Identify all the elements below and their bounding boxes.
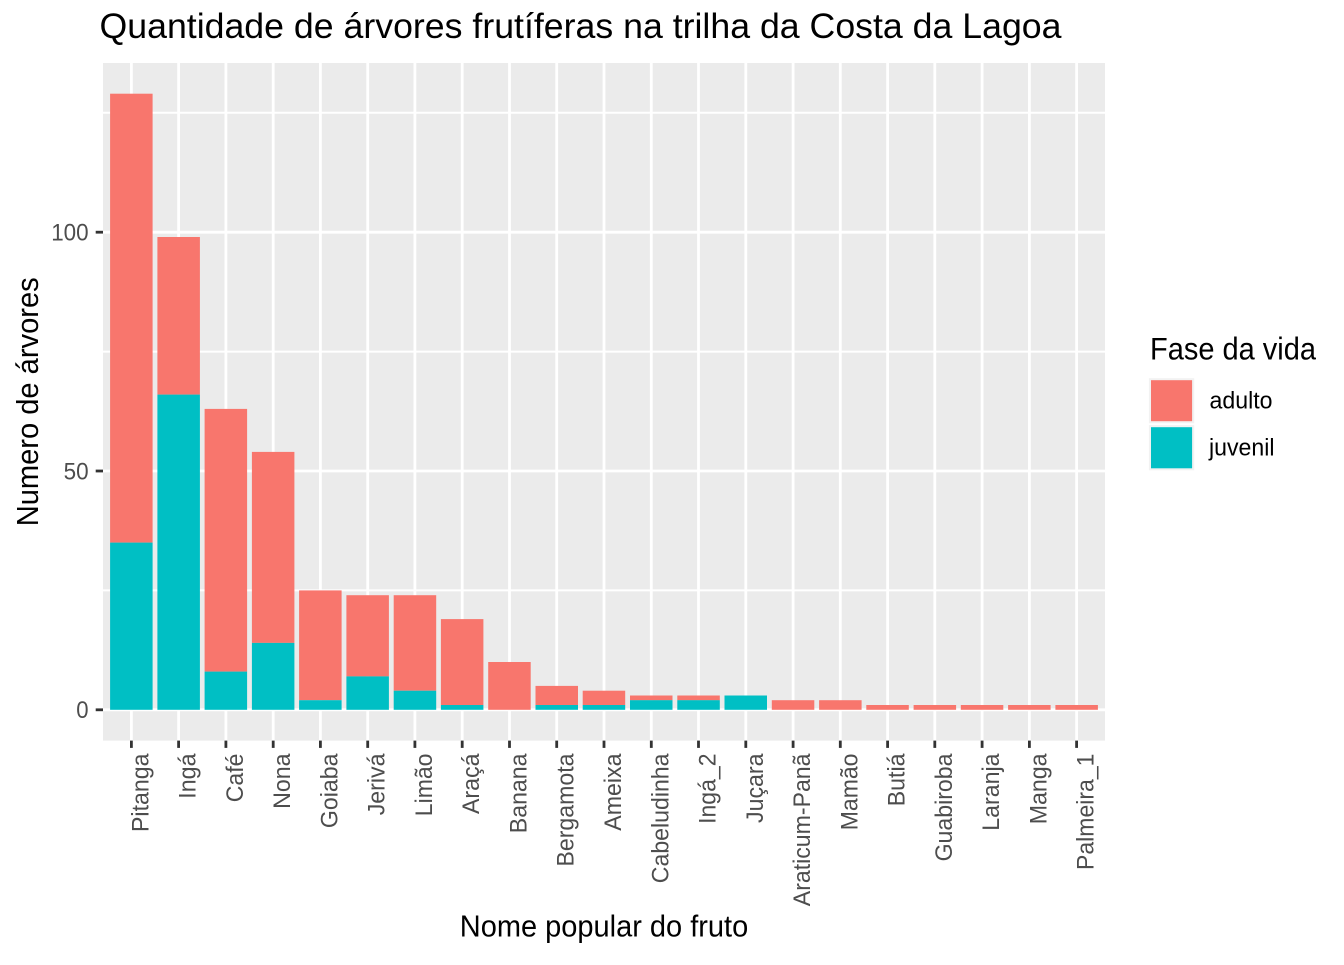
svg-text:Araçá: Araçá: [458, 753, 485, 814]
svg-text:Café: Café: [222, 754, 249, 803]
svg-text:Jerivá: Jerivá: [364, 753, 391, 815]
svg-text:Laranja: Laranja: [978, 753, 1005, 831]
svg-text:Numero de árvores: Numero de árvores: [10, 277, 45, 526]
svg-text:Mamão: Mamão: [836, 754, 863, 831]
svg-text:Bergamota: Bergamota: [553, 753, 580, 866]
svg-text:Butiá: Butiá: [884, 753, 911, 806]
svg-text:Nome popular do fruto: Nome popular do fruto: [460, 909, 749, 944]
svg-text:Ingá_2: Ingá_2: [695, 754, 722, 824]
svg-text:Limão: Limão: [411, 754, 438, 817]
svg-text:Ingá: Ingá: [175, 753, 202, 799]
svg-text:Juçara: Juçara: [742, 753, 769, 823]
svg-text:Manga: Manga: [1025, 753, 1052, 824]
svg-text:Palmeira_1: Palmeira_1: [1073, 754, 1100, 871]
svg-text:Araticum-Panã: Araticum-Panã: [789, 753, 816, 906]
svg-text:50: 50: [64, 458, 89, 485]
svg-text:Guabiroba: Guabiroba: [931, 753, 958, 861]
svg-text:Cabeludinha: Cabeludinha: [647, 753, 674, 883]
svg-text:Goiaba: Goiaba: [316, 753, 343, 828]
svg-text:Pitanga: Pitanga: [127, 753, 154, 832]
svg-text:juvenil: juvenil: [1208, 435, 1274, 462]
svg-text:Quantidade de árvores frutífer: Quantidade de árvores frutíferas na tril…: [100, 6, 1062, 46]
svg-text:Banana: Banana: [506, 753, 533, 833]
svg-text:0: 0: [76, 697, 88, 724]
svg-text:Ameixa: Ameixa: [600, 753, 627, 831]
svg-text:adulto: adulto: [1210, 388, 1273, 415]
svg-text:100: 100: [51, 220, 88, 247]
svg-text:Nona: Nona: [269, 753, 296, 809]
svg-text:Fase da vida: Fase da vida: [1150, 331, 1316, 367]
